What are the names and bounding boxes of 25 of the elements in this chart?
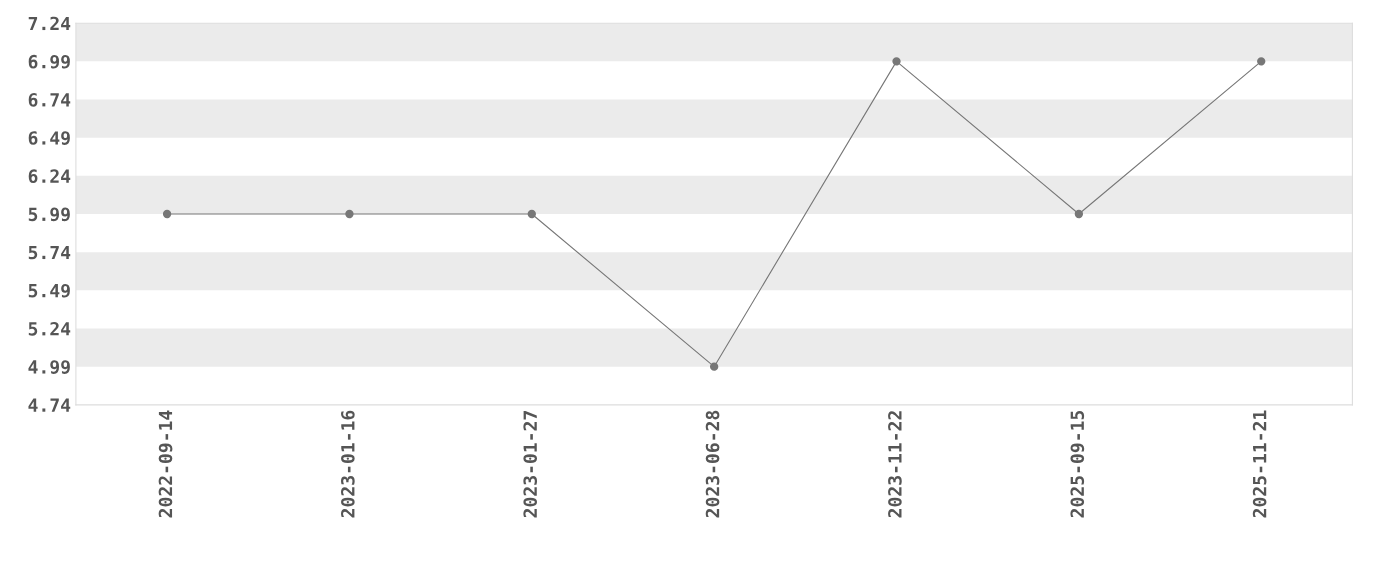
- x-tick-label: 2025-09-15: [1070, 410, 1085, 518]
- point: [709, 362, 719, 371]
- point: [1257, 57, 1266, 66]
- x-tick-label: 2025-11-21: [1252, 410, 1267, 518]
- y-tick-label: 5.24: [28, 321, 71, 336]
- y-tick-label: 4.99: [28, 360, 70, 374]
- y-tick-label: 6.74: [28, 93, 71, 107]
- x-tick-label: 2023-06-28: [705, 410, 720, 518]
- y-tick-label: 4.74: [28, 398, 71, 412]
- y-tick-label: 6.49: [28, 131, 70, 145]
- point: [345, 209, 354, 219]
- y-tick-label: 5.49: [28, 283, 70, 298]
- y-tick-label: 7.24: [28, 16, 71, 31]
- x-tick-label: 2023-01-27: [523, 411, 538, 518]
- point: [527, 209, 536, 219]
- x-tick-label: 2023-11-22: [888, 411, 902, 518]
- x-tick-label: 2022-09-14: [158, 410, 173, 518]
- point: [892, 57, 901, 66]
- y-tick-label: 6.99: [28, 54, 70, 69]
- x-tick-label: 2023-01-16: [341, 410, 355, 518]
- point: [1074, 209, 1084, 219]
- y-tick-label: 6.24: [28, 169, 71, 183]
- y-tick-label: 5.74: [28, 245, 71, 260]
- y-tick-label: 5.99: [28, 207, 70, 222]
- point: [162, 209, 172, 219]
